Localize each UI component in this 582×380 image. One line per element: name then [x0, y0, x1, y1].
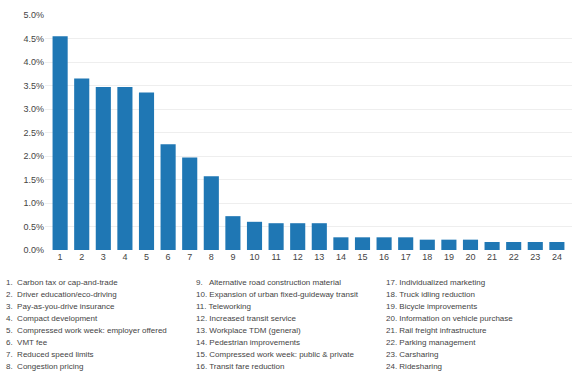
svg-text:4: 4: [122, 252, 127, 262]
svg-text:2.0%: 2.0%: [23, 151, 44, 161]
svg-text:21: 21: [487, 252, 497, 262]
svg-text:19: 19: [444, 252, 454, 262]
svg-text:23: 23: [530, 252, 540, 262]
svg-text:13. Workplace TDM (general): 13. Workplace TDM (general): [196, 326, 301, 335]
svg-text:0.5%: 0.5%: [23, 222, 44, 232]
svg-text:12. Increased transit service: 12. Increased transit service: [196, 314, 297, 323]
svg-text:23. Carsharing: 23. Carsharing: [386, 350, 438, 359]
svg-text:22: 22: [509, 252, 519, 262]
svg-text:3: 3: [101, 252, 106, 262]
svg-text:8: 8: [209, 252, 214, 262]
svg-text:9. Alternative road construc: 9. Alternative road construction materia…: [196, 278, 341, 287]
svg-text:6. VMT fee: 6. VMT fee: [6, 338, 48, 347]
svg-text:1.5%: 1.5%: [23, 175, 44, 185]
svg-text:13: 13: [314, 252, 324, 262]
svg-text:19. Bicycle improvements: 19. Bicycle improvements: [386, 302, 477, 311]
svg-text:2: 2: [79, 252, 84, 262]
svg-text:3.5%: 3.5%: [23, 81, 44, 91]
svg-text:16. Transit fare reduction: 16. Transit fare reduction: [196, 362, 285, 371]
svg-text:20. Information on vehicle pur: 20. Information on vehicle purchase: [386, 314, 513, 323]
svg-text:2. Driver education/eco-drivi: 2. Driver education/eco-driving: [6, 290, 117, 299]
svg-text:0.0%: 0.0%: [23, 245, 44, 255]
svg-text:10. Expansion of urban fixed-g: 10. Expansion of urban fixed-guideway tr…: [196, 290, 359, 299]
svg-text:1: 1: [58, 252, 63, 262]
svg-text:17. Individualized marketing: 17. Individualized marketing: [386, 278, 485, 287]
svg-text:18. Truck idling reduction: 18. Truck idling reduction: [386, 290, 475, 299]
svg-text:4.0%: 4.0%: [23, 57, 44, 67]
svg-text:5.0%: 5.0%: [23, 10, 44, 20]
svg-text:3.0%: 3.0%: [23, 104, 44, 114]
svg-text:17: 17: [401, 252, 411, 262]
svg-text:1. Carbon tax or cap-and-trad: 1. Carbon tax or cap-and-trade: [6, 278, 118, 287]
svg-text:1.0%: 1.0%: [23, 198, 44, 208]
svg-text:14. Pedestrian improvements: 14. Pedestrian improvements: [196, 338, 300, 347]
svg-text:15. Compressed work week: publ: 15. Compressed work week: public & priva…: [196, 350, 354, 359]
svg-text:14: 14: [336, 252, 346, 262]
svg-text:22. Parking management: 22. Parking management: [386, 338, 476, 347]
svg-text:6: 6: [166, 252, 171, 262]
svg-text:11. Teleworking: 11. Teleworking: [196, 302, 251, 311]
svg-text:24: 24: [552, 252, 562, 262]
svg-text:10: 10: [249, 252, 259, 262]
svg-text:4. Compact development: 4. Compact development: [6, 314, 98, 323]
svg-text:21. Rail freight infrastructur: 21. Rail freight infrastructure: [386, 326, 487, 335]
svg-text:20: 20: [465, 252, 475, 262]
svg-text:9: 9: [230, 252, 235, 262]
svg-text:5. Compressed work week: empl: 5. Compressed work week: employer offere…: [6, 326, 167, 335]
svg-text:7: 7: [187, 252, 192, 262]
svg-text:15: 15: [357, 252, 367, 262]
svg-text:7. Reduced speed limits: 7. Reduced speed limits: [6, 350, 94, 359]
svg-text:5: 5: [144, 252, 149, 262]
svg-text:12: 12: [293, 252, 303, 262]
svg-text:3. Pay-as-you-drive insurance: 3. Pay-as-you-drive insurance: [6, 302, 115, 311]
svg-text:24. Ridesharing: 24. Ridesharing: [386, 362, 442, 371]
svg-text:8. Congestion pricing: 8. Congestion pricing: [6, 362, 83, 371]
svg-text:4.5%: 4.5%: [23, 34, 44, 44]
svg-text:18: 18: [422, 252, 432, 262]
svg-text:2.5%: 2.5%: [23, 128, 44, 138]
svg-text:11: 11: [271, 252, 280, 262]
svg-text:16: 16: [379, 252, 389, 262]
